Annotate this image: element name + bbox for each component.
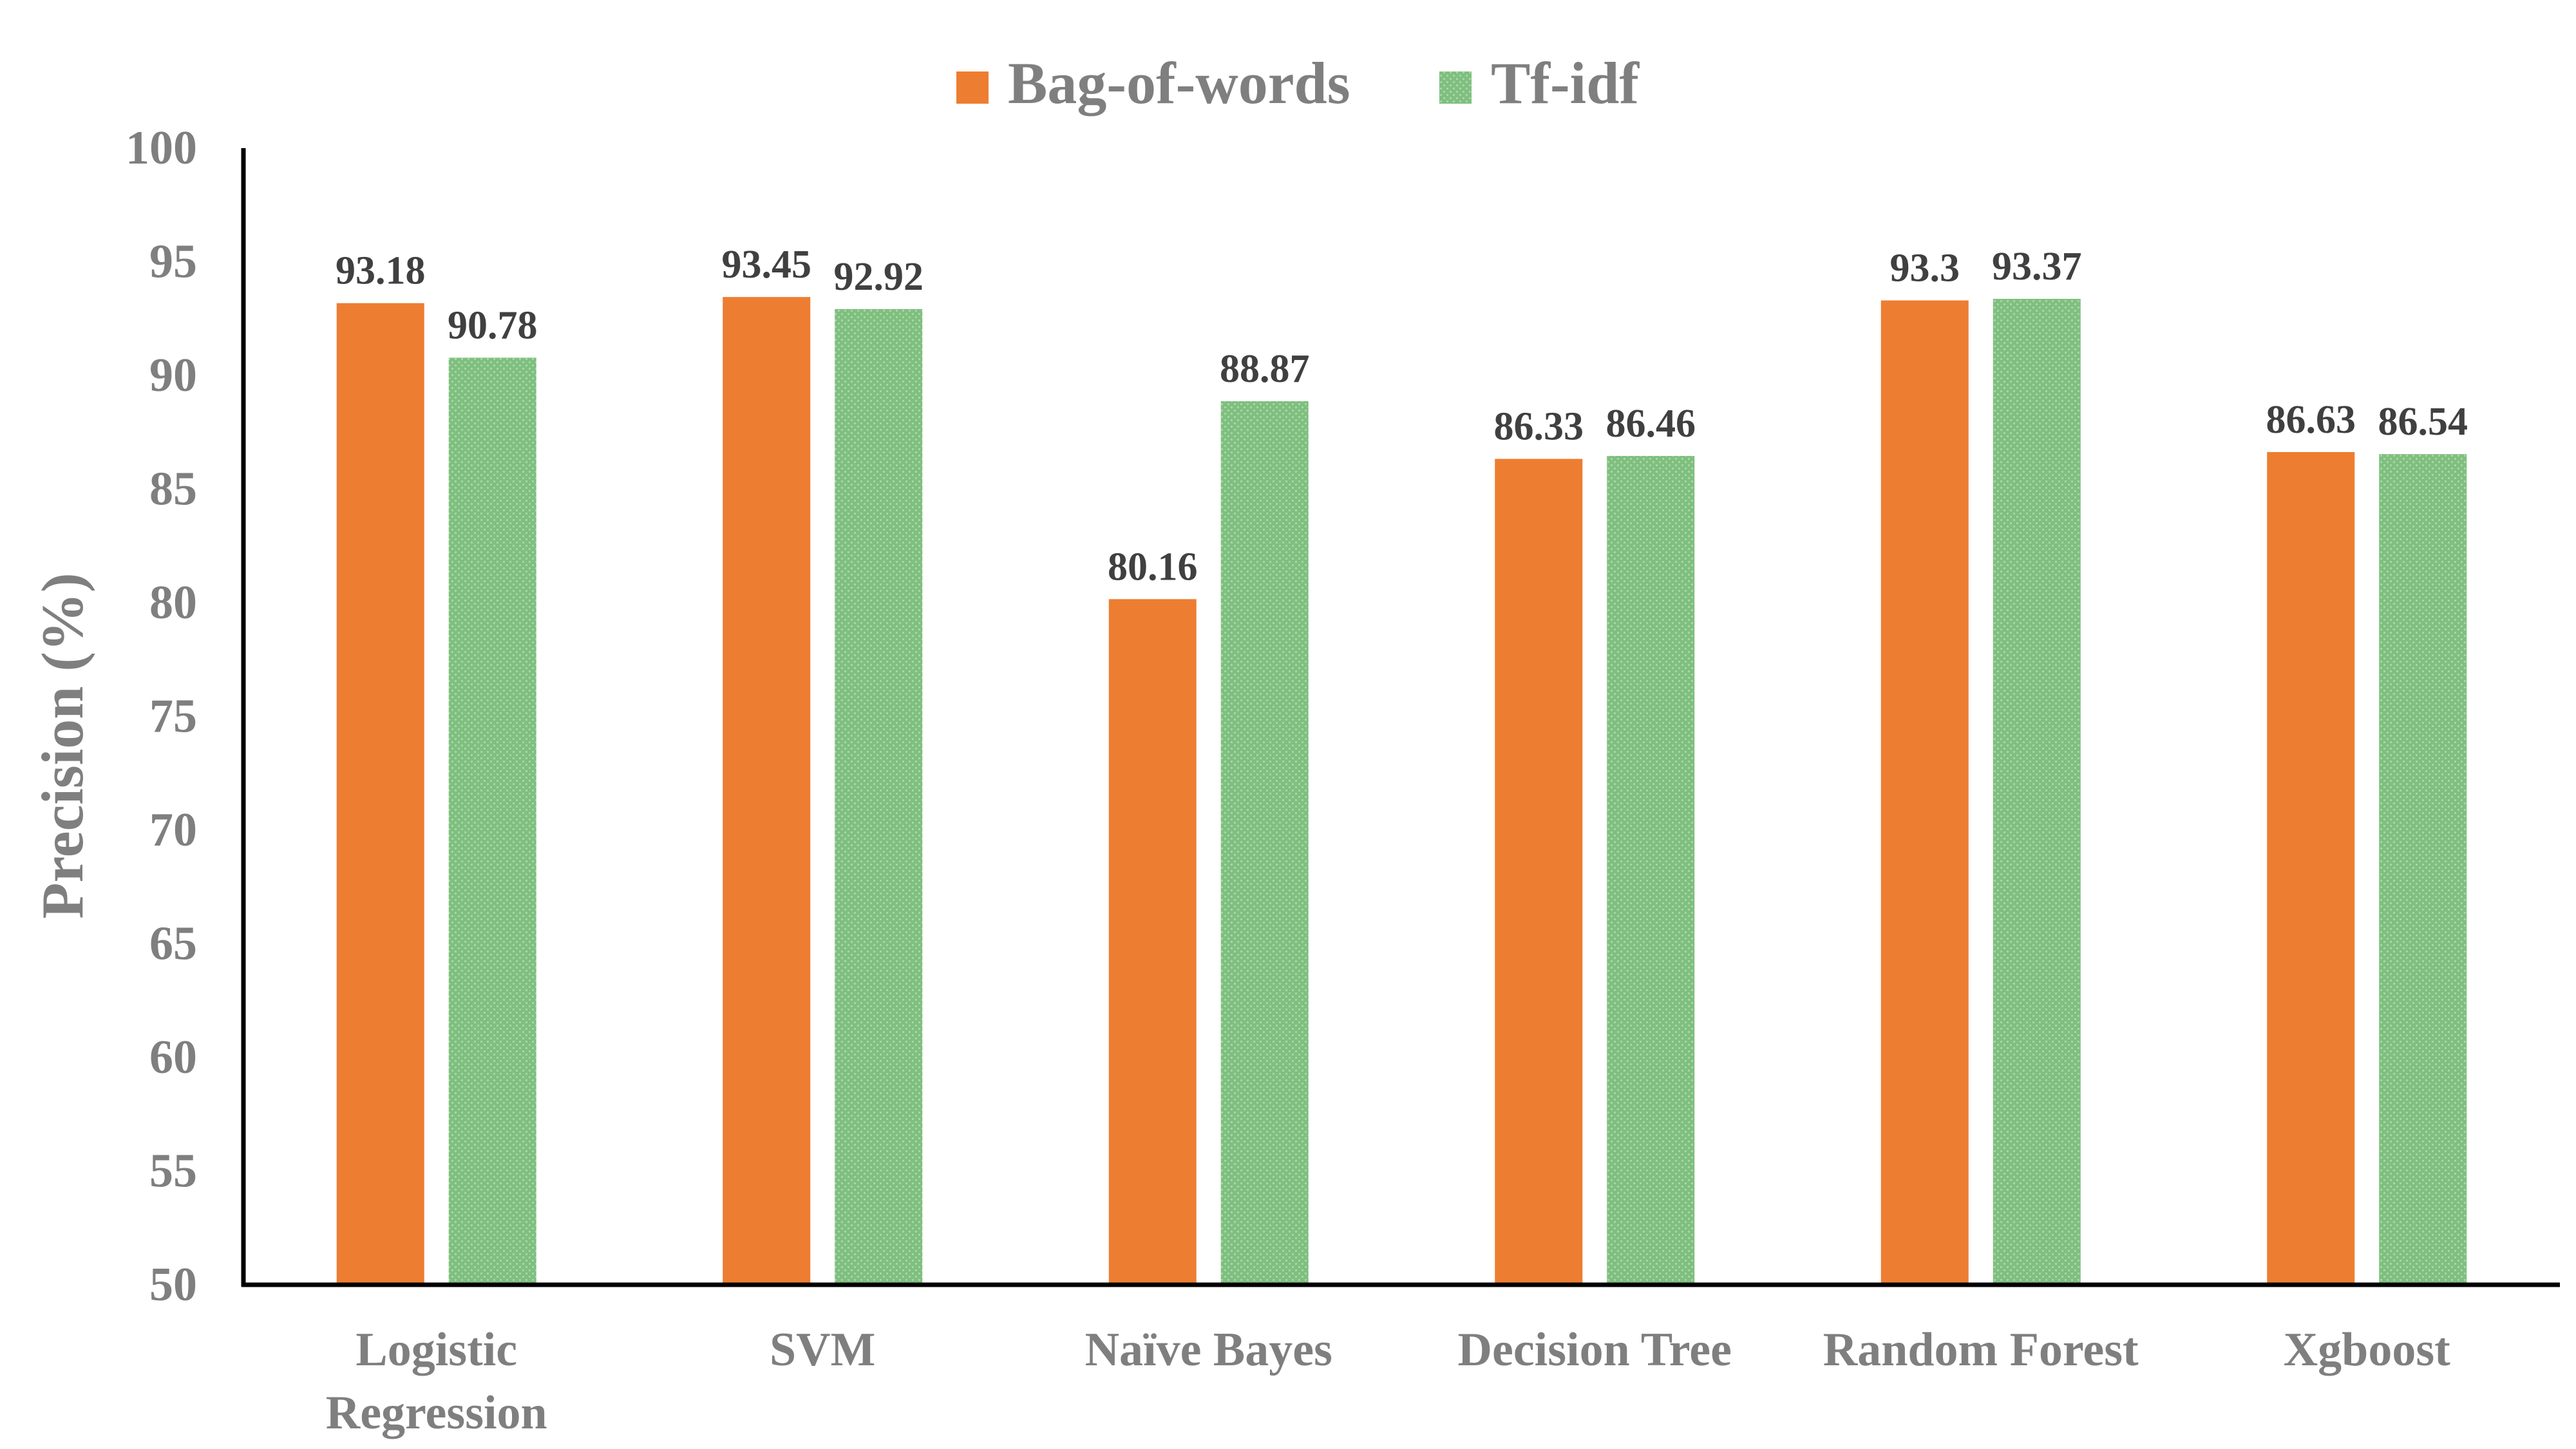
x-tick-label: Regression xyxy=(326,1387,547,1439)
bar-tf-idf xyxy=(448,357,536,1285)
bar-bag-of-words xyxy=(1495,459,1583,1285)
data-label: 93.45 xyxy=(722,243,812,287)
data-label: 86.33 xyxy=(1494,405,1584,449)
data-label: 90.78 xyxy=(448,303,538,347)
y-tick-label: 50 xyxy=(149,1258,197,1311)
y-tick-label: 75 xyxy=(149,690,197,743)
legend: Bag-of-words Tf-idf xyxy=(956,50,1640,116)
y-tick-label: 100 xyxy=(126,122,197,175)
x-axis: Logistic Regression SVM Naïve Bayes Decision… xyxy=(242,1282,2560,1439)
data-label: 86.46 xyxy=(1606,402,1696,446)
bar-tf-idf xyxy=(1220,401,1309,1285)
data-labels: 93.18 90.78 93.45 92.92 80.16 88.87 86.33 86.46… xyxy=(336,243,2468,589)
legend-label: Bag-of-words xyxy=(1008,50,1350,116)
bar-tf-idf xyxy=(2379,454,2467,1285)
x-tick-label: Random Forest xyxy=(1823,1323,2139,1376)
y-tick-label: 80 xyxy=(149,576,197,629)
data-label: 93.3 xyxy=(1890,247,1960,290)
x-tick-label: Decision Tree xyxy=(1458,1323,1732,1376)
bar-tf-idf xyxy=(1607,455,1695,1285)
data-label: 88.87 xyxy=(1220,347,1310,391)
y-tick-label: 60 xyxy=(149,1031,197,1084)
bar-bag-of-words xyxy=(1880,300,1969,1285)
data-label: 86.63 xyxy=(2266,398,2356,442)
legend-swatch-bag-of-words xyxy=(956,71,989,104)
y-axis: 50 55 60 65 70 75 80 85 90 95 100 xyxy=(126,122,246,1311)
y-tick-label: 55 xyxy=(149,1145,197,1198)
y-axis-title: Precision (%) xyxy=(30,573,95,918)
data-label: 92.92 xyxy=(834,255,924,299)
y-tick-label: 65 xyxy=(149,918,197,971)
data-label: 93.18 xyxy=(336,249,426,293)
legend-swatch-tf-idf xyxy=(1439,71,1472,104)
bar-bag-of-words xyxy=(1108,599,1197,1285)
data-label: 86.54 xyxy=(2378,400,2468,444)
x-tick-label: SVM xyxy=(770,1323,875,1376)
y-tick-label: 70 xyxy=(149,804,197,857)
bar-bag-of-words xyxy=(723,297,811,1285)
y-tick-label: 90 xyxy=(149,349,197,402)
legend-label: Tf-idf xyxy=(1491,50,1640,116)
y-tick-label: 95 xyxy=(149,236,197,289)
data-label: 80.16 xyxy=(1108,545,1198,589)
data-label: 93.37 xyxy=(1992,245,2082,289)
bars xyxy=(336,297,2467,1285)
bar-tf-idf xyxy=(835,308,923,1285)
x-tick-label: Xgboost xyxy=(2284,1323,2450,1376)
bar-bag-of-words xyxy=(2267,451,2355,1285)
x-tick-label: Naïve Bayes xyxy=(1085,1323,1332,1376)
bar-bag-of-words xyxy=(336,303,424,1285)
bar-tf-idf xyxy=(1993,299,2081,1285)
y-tick-label: 85 xyxy=(149,463,197,516)
x-tick-label: Logistic xyxy=(355,1323,517,1376)
